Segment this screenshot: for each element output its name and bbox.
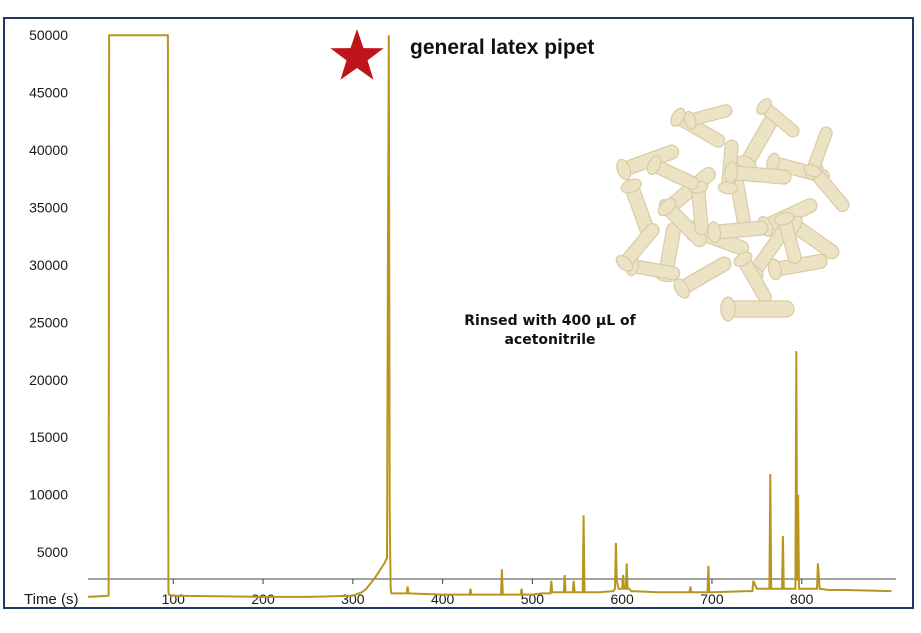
y-tick-label: 20000	[29, 372, 68, 388]
y-tick-label: 5000	[37, 544, 68, 560]
annotation-rinsed-line-1: Rinsed with 400 µL of	[464, 313, 636, 329]
pipet-bulb	[767, 253, 828, 281]
pipet-bulb	[774, 211, 802, 265]
pipet-bulb	[646, 155, 699, 190]
y-axis-ticks: 5000 10000 15000 20000 25000 30000 35000 40000 4…	[29, 27, 68, 560]
pipet-bulb	[615, 222, 660, 272]
pipet-bulb	[803, 126, 833, 178]
pipet-bulb	[733, 251, 772, 304]
annotation-rinsed-line-2: acetonitrile	[504, 332, 595, 348]
pipet-bulb	[683, 104, 733, 130]
y-tick-label: 15000	[29, 429, 68, 445]
y-tick-label: 30000	[29, 257, 68, 273]
x-tick-label: 800	[790, 591, 814, 607]
x-axis-label: Time (s)	[24, 591, 78, 608]
pipet-bulb	[707, 220, 769, 244]
annotation-general-latex-pipet: general latex pipet	[410, 36, 594, 59]
x-tick-label: 600	[610, 591, 634, 607]
y-tick-label: 45000	[29, 85, 68, 101]
x-tick-label: 700	[700, 591, 724, 607]
x-tick-label: 200	[251, 591, 275, 607]
pipet-bulb	[724, 161, 792, 185]
y-tick-label: 10000	[29, 487, 68, 503]
pipet-bulb	[756, 98, 800, 138]
pipet-bulb	[720, 296, 795, 322]
star-icon	[330, 29, 384, 80]
y-tick-label: 40000	[29, 142, 68, 158]
series-line	[87, 34, 892, 598]
y-tick-label: 35000	[29, 200, 68, 216]
y-tick-label: 50000	[29, 27, 68, 43]
x-tick-label: 100	[162, 591, 186, 607]
y-tick-label: 25000	[29, 314, 68, 330]
latex-pipet-bulbs-image	[615, 98, 850, 322]
pipet-bulb	[673, 256, 732, 299]
